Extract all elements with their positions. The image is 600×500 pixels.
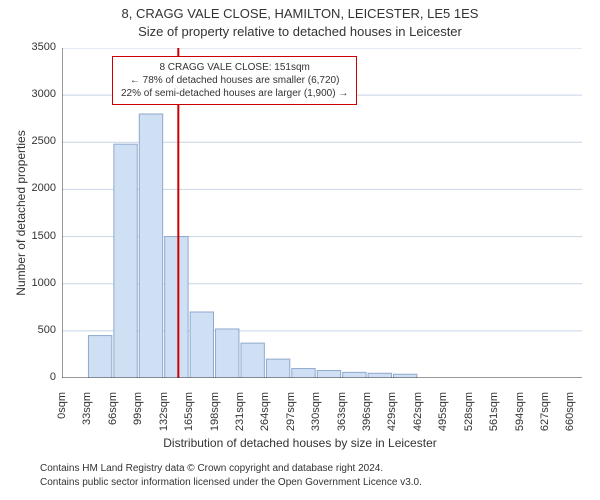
histogram-bar — [114, 144, 137, 378]
y-tick-label: 3000 — [16, 88, 56, 100]
histogram-bar — [241, 343, 264, 378]
annotation-line-1: 8 CRAGG VALE CLOSE: 151sqm — [121, 61, 348, 74]
footer-line-1: Contains HM Land Registry data © Crown c… — [40, 462, 422, 476]
x-axis-label: Distribution of detached houses by size … — [0, 436, 600, 450]
chart-title-line1: 8, CRAGG VALE CLOSE, HAMILTON, LEICESTER… — [0, 6, 600, 21]
y-tick-label: 1000 — [16, 277, 56, 289]
histogram-bar — [368, 373, 391, 378]
histogram-bar — [394, 374, 417, 378]
y-tick-label: 2500 — [16, 135, 56, 147]
histogram-bar — [88, 336, 111, 378]
histogram-bar — [343, 372, 366, 378]
annotation-box: 8 CRAGG VALE CLOSE: 151sqm ← 78% of deta… — [112, 56, 357, 105]
histogram-bar — [190, 312, 213, 378]
y-tick-label: 2000 — [16, 182, 56, 194]
plot-area: 8 CRAGG VALE CLOSE: 151sqm ← 78% of deta… — [62, 48, 582, 378]
footer: Contains HM Land Registry data © Crown c… — [40, 462, 422, 489]
y-tick-label: 500 — [16, 324, 56, 336]
histogram-bar — [165, 237, 188, 378]
y-tick-label: 0 — [16, 371, 56, 383]
annotation-line-2: ← 78% of detached houses are smaller (6,… — [121, 74, 348, 87]
footer-line-2: Contains public sector information licen… — [40, 476, 422, 490]
histogram-bar — [292, 369, 315, 378]
property-size-chart: 8, CRAGG VALE CLOSE, HAMILTON, LEICESTER… — [0, 0, 600, 500]
histogram-bar — [317, 370, 340, 378]
histogram-bar — [216, 329, 239, 378]
chart-title-line2: Size of property relative to detached ho… — [0, 24, 600, 39]
histogram-bar — [266, 359, 289, 378]
histogram-bar — [139, 114, 162, 378]
annotation-line-3: 22% of semi-detached houses are larger (… — [121, 87, 348, 100]
y-tick-label: 1500 — [16, 230, 56, 242]
y-tick-label: 3500 — [16, 41, 56, 53]
